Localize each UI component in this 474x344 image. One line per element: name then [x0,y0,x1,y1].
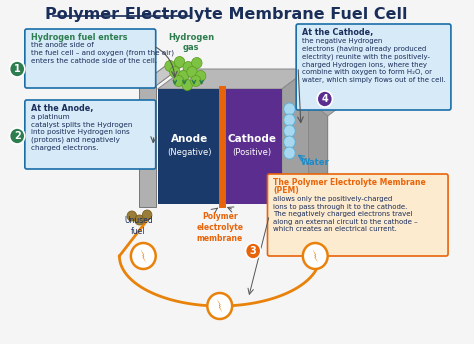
Circle shape [131,243,156,269]
Text: Polymer
electrolyte
membrane: Polymer electrolyte membrane [196,212,243,243]
Circle shape [182,79,192,90]
Circle shape [191,57,202,68]
Text: At the Anode,: At the Anode, [30,104,93,113]
Circle shape [195,71,206,82]
Polygon shape [222,89,282,204]
Polygon shape [217,299,223,313]
Polygon shape [282,69,309,204]
Text: the negative Hydrogen
electrons (having already produced
electrity) reunite with: the negative Hydrogen electrons (having … [302,38,446,83]
Text: 1: 1 [14,64,20,74]
Text: (Negative): (Negative) [168,148,212,157]
Polygon shape [138,66,182,86]
Polygon shape [312,249,318,263]
Text: The Polymer Electrolyte Membrane: The Polymer Electrolyte Membrane [273,178,426,187]
Polygon shape [301,66,328,207]
Circle shape [142,210,152,220]
Polygon shape [138,86,156,207]
Circle shape [173,75,184,86]
Circle shape [170,66,180,77]
Circle shape [317,91,332,107]
Polygon shape [158,69,309,89]
Circle shape [303,243,328,269]
Circle shape [9,61,25,77]
Text: Unused
fuel: Unused fuel [124,216,153,236]
Circle shape [246,243,261,259]
Polygon shape [284,66,328,86]
Text: (PEM): (PEM) [273,186,299,195]
FancyBboxPatch shape [25,29,156,88]
Circle shape [284,114,295,126]
Polygon shape [140,249,146,263]
Text: Water: Water [301,158,330,166]
Circle shape [187,66,197,77]
Circle shape [284,136,295,148]
Polygon shape [284,86,301,207]
Text: allows only the positively-charged
ions to pass through it to the cathode.
The n: allows only the positively-charged ions … [273,196,418,232]
Circle shape [284,103,295,115]
Circle shape [284,125,295,137]
Circle shape [127,211,137,221]
Circle shape [191,75,201,86]
Circle shape [284,147,295,159]
Circle shape [207,293,232,319]
Text: (Positive): (Positive) [232,148,272,157]
Text: At the Cathode,: At the Cathode, [302,28,373,37]
Text: Polymer Electrolyte Membrane Fuel Cell: Polymer Electrolyte Membrane Fuel Cell [45,7,408,22]
Text: Hydrogen
gas: Hydrogen gas [168,33,214,52]
Text: 3: 3 [250,246,256,256]
Circle shape [174,56,185,67]
Polygon shape [301,74,355,116]
Text: 2: 2 [14,131,20,141]
Text: 4: 4 [321,94,328,104]
Text: the anode side of
the fuel cell – and oxygen (from the air)
enters the cathode s: the anode side of the fuel cell – and ox… [30,42,173,64]
FancyBboxPatch shape [25,100,156,169]
FancyBboxPatch shape [296,24,451,110]
Circle shape [183,62,193,73]
Text: Cathode: Cathode [228,133,276,143]
Circle shape [165,61,175,72]
Polygon shape [158,89,222,204]
FancyBboxPatch shape [267,174,448,256]
Text: Anode: Anode [171,133,209,143]
Circle shape [135,215,144,225]
Text: a platinum
catalyst splits the Hydrogen
into positive Hydrogen ions
(protons) an: a platinum catalyst splits the Hydrogen … [30,114,132,151]
Circle shape [178,71,189,82]
Circle shape [9,128,25,144]
Polygon shape [301,66,328,94]
Text: Hydrogen fuel enters: Hydrogen fuel enters [30,33,127,42]
